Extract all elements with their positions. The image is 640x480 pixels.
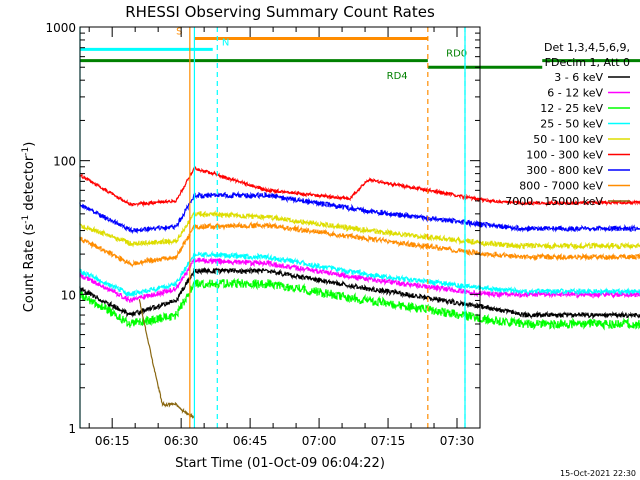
series-7000-15000-kev	[138, 299, 195, 420]
series-12-25-kev	[79, 277, 640, 331]
legend-header-line-1: Det 1,3,4,5,6,9,	[544, 41, 630, 54]
series-layer	[79, 164, 640, 420]
y-axis-ticks: 1 10 100 1000	[45, 21, 480, 436]
series-25-50-kev	[79, 250, 640, 298]
y-axis-label: Count Rate (s-1 detector-1)	[21, 142, 37, 313]
flag-label-rd0-4: RD0	[446, 49, 467, 60]
legend-label-0: 3 - 6 keV	[554, 71, 603, 84]
series-3-6-kev	[79, 266, 640, 320]
legend-header-line-2: FDecim 1, Att 0	[545, 56, 630, 69]
x-tick-label: 06:45	[233, 434, 268, 448]
plot-frame	[79, 26, 481, 429]
series-50-100-kev	[79, 210, 640, 251]
x-tick-label: 06:15	[95, 434, 130, 448]
y-tick-label: 1000	[45, 21, 76, 35]
flag-layer: S N RD0 RD4	[80, 27, 640, 82]
legend-label-2: 12 - 25 keV	[540, 102, 603, 115]
y-tick-label: 10	[61, 288, 76, 302]
x-axis-ticks: 06:15 06:30 06:45 07:00 07:15 07:30	[88, 27, 481, 448]
legend-label-6: 300 - 800 keV	[526, 164, 603, 177]
x-axis-label: Start Time (01-Oct-09 06:04:22)	[175, 456, 385, 471]
series-6-12-kev	[79, 257, 640, 303]
legend: Det 1,3,4,5,6,9, FDecim 1, Att 0 3 - 6 k…	[505, 41, 630, 208]
legend-label-5: 100 - 300 keV	[526, 149, 603, 162]
legend-label-8: 7000 - 15000 keV	[505, 195, 603, 208]
flag-label-s-0: S	[176, 27, 182, 38]
y-tick-label: 1	[68, 422, 76, 436]
legend-label-4: 50 - 100 keV	[533, 133, 603, 146]
legend-items: 3 - 6 keV 6 - 12 keV 12 - 25 keV 25 - 50 ke…	[505, 71, 630, 208]
legend-label-1: 6 - 12 keV	[547, 87, 603, 100]
footer-date: 15-Oct-2021 22:30	[560, 469, 636, 478]
series-800-7000-kev	[79, 221, 640, 268]
x-tick-label: 07:15	[371, 434, 406, 448]
flag-label-rd4-5: RD4	[387, 71, 408, 82]
x-tick-label: 07:00	[302, 434, 337, 448]
legend-label-7: 800 - 7000 keV	[519, 180, 603, 193]
y-tick-label: 100	[53, 155, 76, 169]
series-100-300-kev	[79, 164, 640, 208]
x-tick-label: 06:30	[164, 434, 199, 448]
series-300-800-kev	[79, 190, 640, 235]
legend-label-3: 25 - 50 keV	[540, 118, 603, 131]
flag-label-n-1: N	[222, 37, 229, 48]
x-tick-label: 07:30	[440, 434, 475, 448]
chart-title: RHESSI Observing Summary Count Rates	[125, 3, 435, 21]
